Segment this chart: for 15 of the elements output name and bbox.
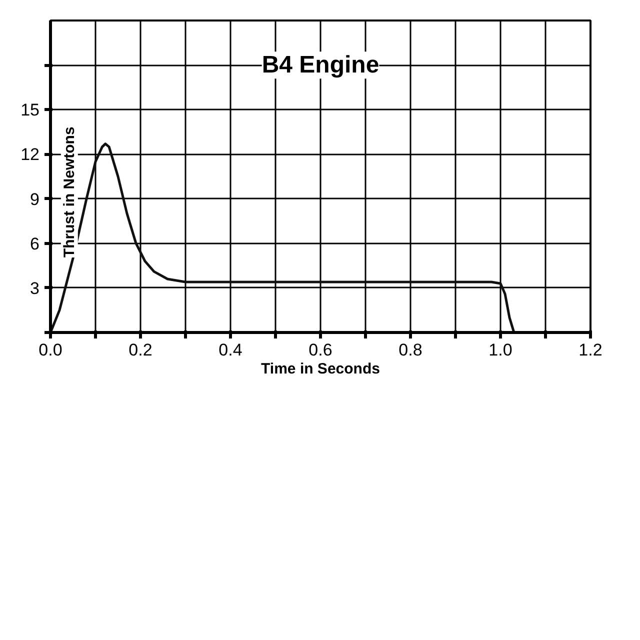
y-tick-label: 3 (30, 278, 40, 298)
y-tick-label: 9 (30, 190, 40, 209)
y-tick-label: 15 (20, 100, 40, 120)
y-tick-label: 6 (30, 234, 40, 254)
x-tick-label: 1.0 (488, 340, 512, 360)
x-tick-label: 0.2 (128, 340, 152, 360)
x-tick-label: 0.4 (218, 340, 242, 360)
x-tick-label: 0.6 (308, 340, 332, 360)
y-axis-title: Thrust in Newtons (60, 126, 78, 258)
x-axis-title: Time in Seconds (261, 360, 380, 378)
x-tick-label: 0.0 (38, 340, 62, 360)
text: B4 Engine (262, 52, 380, 79)
x-tick-label: 0.8 (398, 340, 422, 360)
y-tick-label: 12 (20, 145, 40, 164)
x-tick-label: 1.2 (578, 340, 602, 360)
